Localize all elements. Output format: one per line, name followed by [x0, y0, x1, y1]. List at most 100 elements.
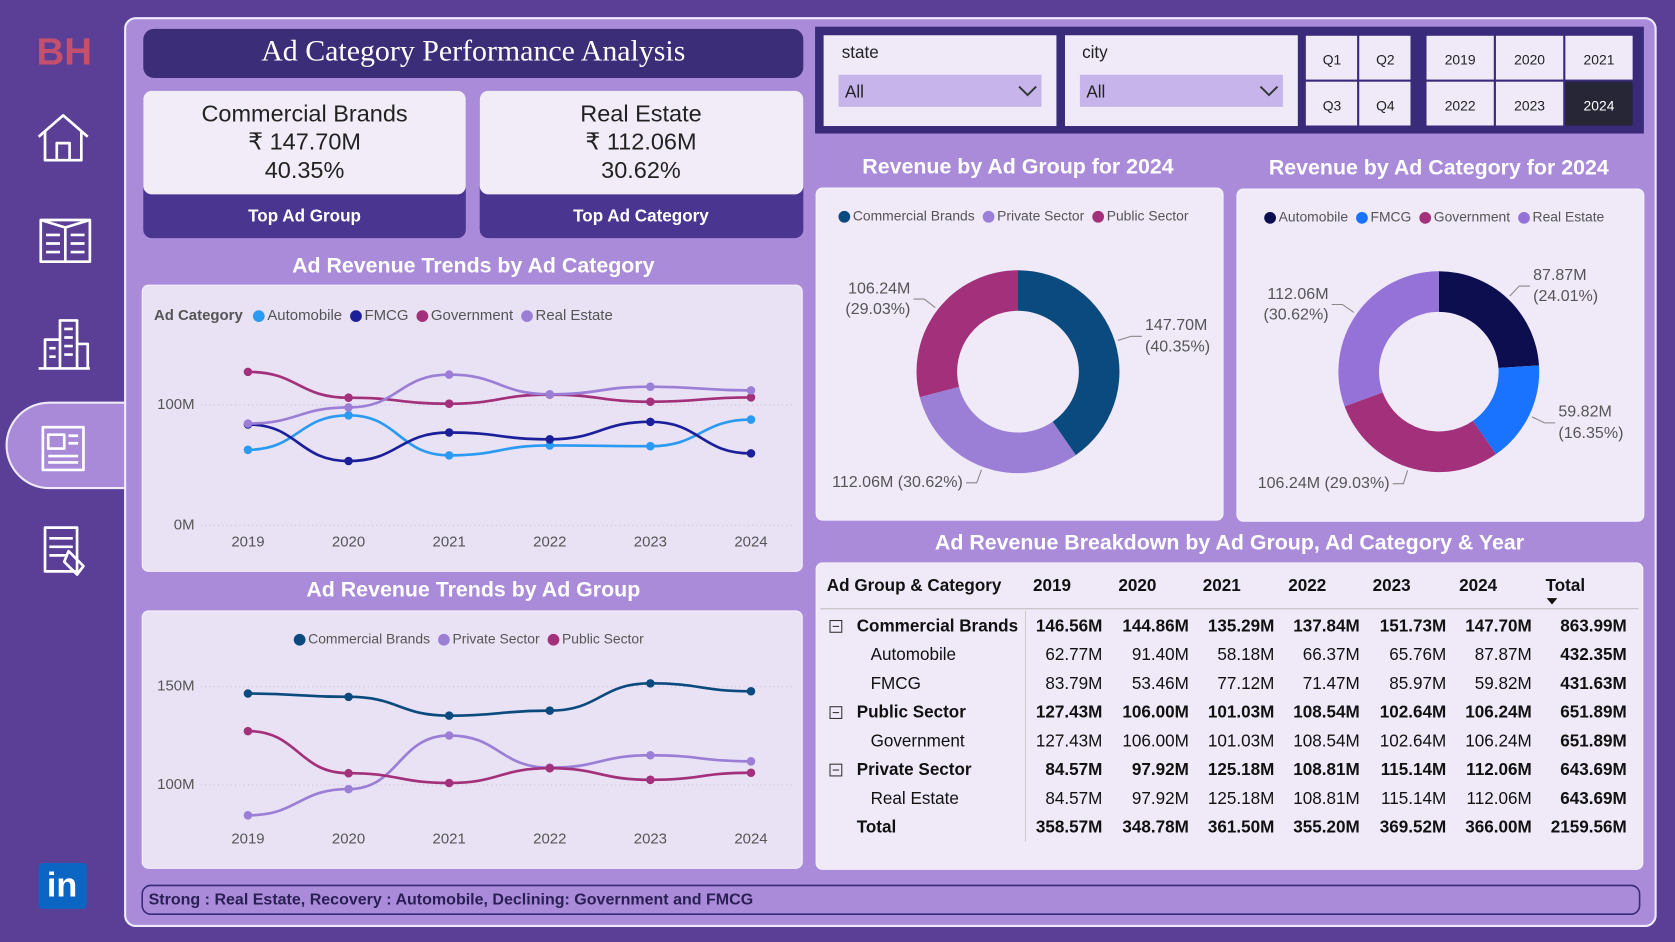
legend-label: Commercial Brands [308, 630, 430, 646]
cell: 84.57M [1045, 789, 1102, 808]
table-header: Ad Group & Category [827, 576, 1002, 595]
active-tab[interactable] [5, 401, 141, 490]
y-tick-label: 100M [157, 396, 194, 413]
home-icon[interactable] [37, 114, 89, 162]
legend: Automobile FMCG Government Real Estate [1264, 209, 1605, 225]
x-tick-label: 2020 [332, 534, 365, 551]
year-button[interactable] [1564, 80, 1634, 127]
news-icon[interactable] [43, 526, 85, 576]
chevron[interactable] [1018, 85, 1037, 97]
dropdown[interactable] [1079, 74, 1283, 107]
year-label[interactable]: 2019 [1445, 52, 1476, 68]
data-point [746, 757, 756, 766]
data-point [444, 399, 454, 408]
cell: 643.69M [1560, 760, 1626, 779]
collapse-button[interactable] [829, 619, 843, 633]
quarter-label[interactable]: Q2 [1376, 52, 1395, 68]
cell: 643.69M [1560, 789, 1626, 808]
legend-label: Real Estate [536, 307, 613, 324]
year-button[interactable] [1494, 80, 1565, 127]
data-point [646, 382, 655, 391]
x-tick-label: 2024 [734, 830, 767, 847]
quarter-label[interactable]: Q4 [1376, 97, 1395, 113]
quarter-button[interactable] [1358, 34, 1412, 81]
series-line [247, 729, 751, 785]
legend-marker [838, 210, 851, 223]
cell: 83.79M [1045, 674, 1102, 693]
cell: 53.46M [1132, 674, 1189, 693]
row-label: Total [857, 818, 897, 837]
quarter-button[interactable] [1358, 80, 1412, 127]
legend-marker [1419, 212, 1432, 224]
legend-label: Automobile [267, 307, 342, 324]
linkedin-icon[interactable] [38, 862, 87, 909]
chart-title: Ad Revenue Trends by Ad Category [292, 254, 655, 278]
year-label[interactable]: 2021 [1584, 52, 1615, 68]
dropdown[interactable] [838, 74, 1042, 107]
year-button[interactable] [1564, 34, 1634, 81]
data-point [444, 370, 454, 379]
quarter-button[interactable] [1304, 34, 1359, 81]
cell: 71.47M [1303, 674, 1360, 693]
newspaper-icon[interactable] [39, 218, 92, 264]
data-point [344, 692, 353, 702]
dropdown-value[interactable]: All [1086, 82, 1105, 101]
data-point [243, 419, 253, 428]
data-point [545, 441, 555, 450]
footer-bar [141, 884, 1641, 916]
cell: 106.24M [1465, 703, 1531, 722]
legend-marker [521, 310, 533, 323]
year-button[interactable] [1494, 34, 1565, 81]
logo: BH [36, 31, 92, 74]
data-point [444, 428, 454, 437]
cell: 108.54M [1293, 731, 1359, 750]
year-label[interactable]: 2022 [1445, 97, 1476, 113]
data-point [746, 686, 756, 696]
year-label[interactable]: 2024 [1584, 97, 1615, 113]
quarter-button[interactable] [1304, 80, 1359, 127]
year-button[interactable] [1425, 34, 1495, 81]
data-point [243, 811, 253, 820]
cell: 97.92M [1132, 760, 1189, 779]
linkedin-text[interactable]: in [47, 867, 77, 905]
cell: 102.64M [1380, 703, 1446, 722]
data-point [243, 445, 253, 455]
donut-slice [1017, 270, 1120, 456]
cell: 102.64M [1380, 731, 1446, 750]
legend-label: Government [1434, 209, 1510, 225]
leader-line [1509, 285, 1530, 297]
cell: 361.50M [1208, 818, 1274, 837]
data-point [344, 768, 353, 778]
cell: 65.76M [1389, 645, 1446, 664]
data-point [746, 768, 756, 778]
chart-title: Ad Revenue Trends by Ad Group [306, 577, 640, 601]
data-point [243, 367, 253, 377]
quarter-label[interactable]: Q1 [1323, 52, 1342, 68]
x-tick-label: 2023 [634, 830, 667, 847]
row-label: FMCG [871, 674, 921, 693]
chevron[interactable] [1259, 85, 1279, 97]
data-point [646, 750, 655, 760]
cell: 151.73M [1380, 616, 1446, 635]
data-label: 106.24M (29.03%) [845, 279, 911, 319]
city-icon[interactable] [38, 319, 90, 370]
quarter-label[interactable]: Q3 [1323, 97, 1342, 113]
chart-title: Revenue by Ad Category for 2024 [1269, 155, 1609, 179]
year-label[interactable]: 2023 [1514, 97, 1545, 113]
chart-card [815, 187, 1224, 521]
kpi-share: 40.35% [265, 157, 345, 183]
legend-title: Ad Category [154, 307, 244, 324]
dropdown-value[interactable]: All [845, 82, 864, 101]
cell: 85.97M [1389, 674, 1446, 693]
x-tick-label: 2024 [734, 534, 767, 551]
year-label[interactable]: 2020 [1514, 52, 1545, 68]
cell: 863.99M [1560, 616, 1626, 635]
cell: 108.81M [1293, 789, 1359, 808]
label-box: 112.06M (30.62%) [832, 473, 963, 491]
cell: 651.89M [1560, 703, 1626, 722]
year-button[interactable] [1425, 80, 1495, 127]
collapse-button[interactable] [829, 706, 843, 719]
cell: 369.52M [1380, 818, 1446, 837]
collapse-button[interactable] [829, 763, 843, 777]
row-label: Private Sector [857, 760, 972, 779]
